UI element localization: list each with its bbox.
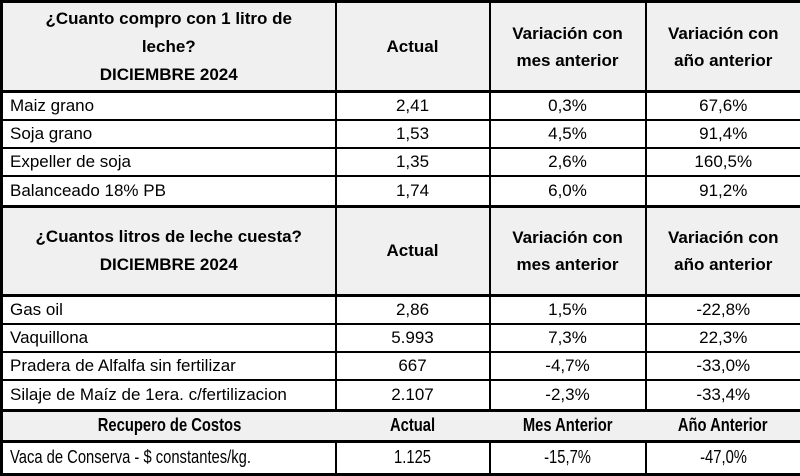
actual-value: 2,86 <box>334 294 491 325</box>
section3-title: Recupero de Costos <box>1 408 336 443</box>
anio-anterior-value: 91,2% <box>644 175 800 208</box>
row-label: Vaca de Conserva - $ constantes/kg. <box>0 440 337 476</box>
table-row-vaca-de-conserva: Vaca de Conserva - $ constantes/kg. 1.12… <box>0 440 800 476</box>
table-row-soja-grano: Soja grano 1,53 4,5% 91,4% <box>0 118 800 150</box>
mes-anterior-value: 2,6% <box>488 147 647 178</box>
table-row-vaquillona: Vaquillona 5.993 7,3% 22,3% <box>0 322 800 353</box>
actual-value: 1,74 <box>334 175 491 208</box>
section1-title-line3: DICIEMBRE 2024 <box>99 64 238 84</box>
mes-anterior-value: 1,5% <box>488 294 647 325</box>
section1-title: ¿Cuanto compro con 1 litro de leche? DIC… <box>0 0 337 94</box>
table-row-maiz-grano: Maiz grano 2,41 0,3% 67,6% <box>0 90 800 121</box>
actual-value: 1,35 <box>334 147 491 178</box>
actual-value: 2.107 <box>334 379 491 412</box>
table-row-gas-oil: Gas oil 2,86 1,5% -22,8% <box>0 294 800 325</box>
actual-value: 1.125 <box>334 440 491 476</box>
row-label: Soja grano <box>0 118 337 150</box>
table-row-balanceado: Balanceado 18% PB 1,74 6,0% 91,2% <box>0 175 800 208</box>
section2-col-anio-anterior: Variación con año anterior <box>644 204 800 298</box>
row-label: Gas oil <box>0 294 337 325</box>
section1-title-line2: leche? <box>141 36 196 56</box>
anio-anterior-value: 22,3% <box>644 322 800 353</box>
section3-col-mes-anterior: Mes Anterior <box>489 408 646 443</box>
anio-anterior-value: 160,5% <box>644 147 800 178</box>
section1-col-anio-anterior: Variación con año anterior <box>644 0 800 94</box>
mes-anterior-value: -4,7% <box>488 350 647 382</box>
section3-col-anio-anterior: Año Anterior <box>645 408 800 443</box>
section2-title-line1: ¿Cuantos litros de leche cuesta? <box>35 227 302 247</box>
section1-col-actual: Actual <box>334 0 491 94</box>
section1-col-mes-anterior: Variación con mes anterior <box>488 0 647 94</box>
section1-header-row: ¿Cuanto compro con 1 litro de leche? DIC… <box>0 0 800 94</box>
mes-anterior-value: 6,0% <box>488 175 647 208</box>
table-row-silaje-maiz: Silaje de Maíz de 1era. c/fertilizacion … <box>0 379 800 412</box>
anio-anterior-value: 67,6% <box>644 90 800 121</box>
section1-title-line1: ¿Cuanto compro con 1 litro de <box>45 8 292 28</box>
mes-anterior-value: 7,3% <box>488 322 647 353</box>
actual-value: 5.993 <box>334 322 491 353</box>
section2-col-mes-anterior: Variación con mes anterior <box>488 204 647 298</box>
section3-header-row: Recupero de Costos Actual Mes Anterior A… <box>1 408 800 443</box>
anio-anterior-value: -33,4% <box>644 379 800 412</box>
anio-anterior-value: -47,0% <box>644 440 800 476</box>
mes-anterior-value: 0,3% <box>488 90 647 121</box>
section2-title: ¿Cuantos litros de leche cuesta? DICIEMB… <box>0 204 337 298</box>
row-label: Expeller de soja <box>0 147 337 178</box>
row-label: Balanceado 18% PB <box>0 175 337 208</box>
actual-value: 667 <box>334 350 491 382</box>
table-row-expeller-de-soja: Expeller de soja 1,35 2,6% 160,5% <box>0 147 800 178</box>
section2-col-actual: Actual <box>334 204 491 298</box>
actual-value: 2,41 <box>334 90 491 121</box>
anio-anterior-value: -22,8% <box>644 294 800 325</box>
mes-anterior-value: -2,3% <box>488 379 647 412</box>
row-label: Vaquillona <box>0 322 337 353</box>
anio-anterior-value: 91,4% <box>644 118 800 150</box>
mes-anterior-value: 4,5% <box>488 118 647 150</box>
row-label: Pradera de Alfalfa sin fertilizar <box>0 350 337 382</box>
table-row-pradera-alfalfa: Pradera de Alfalfa sin fertilizar 667 -4… <box>0 350 800 382</box>
actual-value: 1,53 <box>334 118 491 150</box>
section2-header-row: ¿Cuantos litros de leche cuesta? DICIEMB… <box>0 204 800 298</box>
row-label: Silaje de Maíz de 1era. c/fertilizacion <box>0 379 337 412</box>
anio-anterior-value: -33,0% <box>644 350 800 382</box>
section3-col-actual: Actual <box>335 408 490 443</box>
section2-title-line2: DICIEMBRE 2024 <box>99 255 238 275</box>
mes-anterior-value: -15,7% <box>488 440 647 476</box>
row-label: Maiz grano <box>0 90 337 121</box>
